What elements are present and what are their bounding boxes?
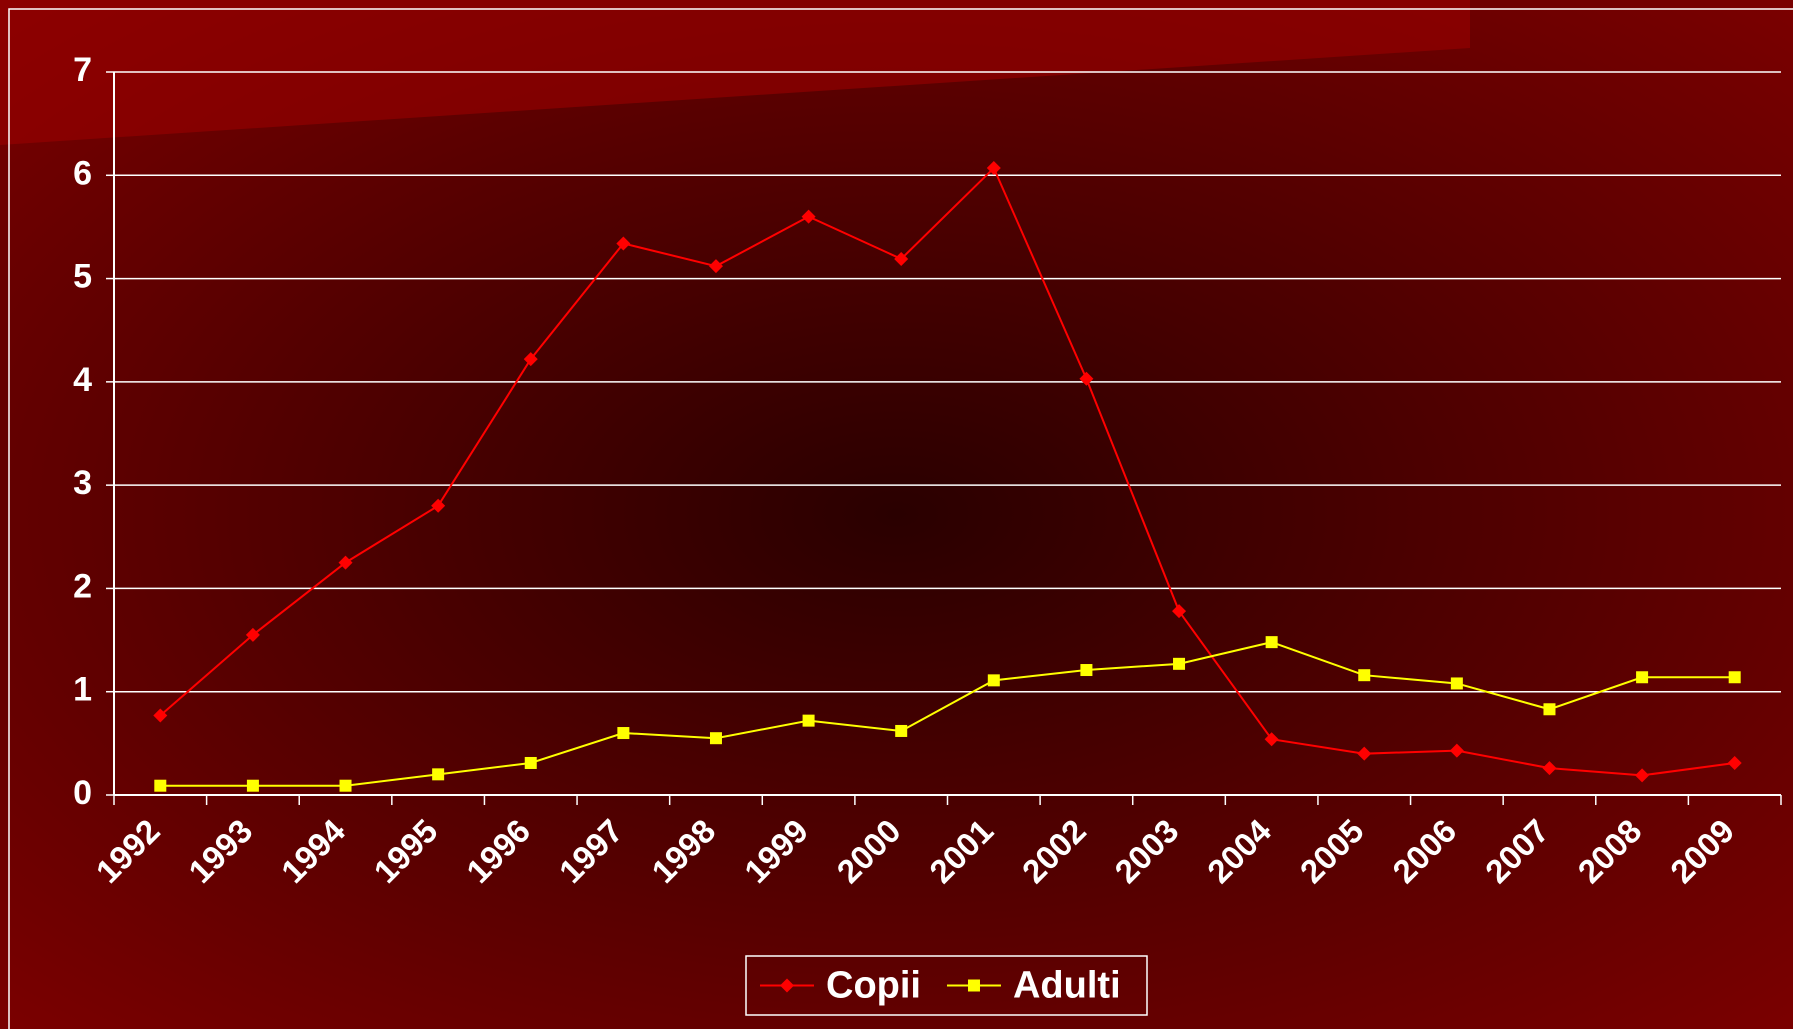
data-point [1542, 761, 1557, 776]
data-point [895, 724, 908, 737]
y-tick-label: 4 [73, 361, 92, 399]
y-tick-label: 1 [73, 671, 92, 709]
data-point [1636, 671, 1649, 684]
data-point [1449, 743, 1464, 758]
data-point [1727, 755, 1742, 770]
data-point [153, 708, 168, 723]
data-point [338, 555, 353, 570]
y-tick-label: 6 [73, 154, 92, 192]
data-point [1357, 746, 1372, 761]
frame [8, 8, 1793, 1029]
series-line [160, 641, 1735, 787]
data-point [245, 627, 260, 642]
data-point [1173, 657, 1186, 670]
legend-label: Copii [826, 965, 921, 1007]
data-point [523, 352, 538, 367]
data-point [431, 498, 446, 513]
y-tick-label: 5 [73, 258, 92, 296]
data-point [154, 779, 167, 792]
data-point [1728, 671, 1741, 684]
data-point [986, 161, 1001, 176]
y-tick-label: 3 [73, 464, 92, 502]
y-tick-label: 7 [73, 51, 92, 89]
data-point [1079, 371, 1094, 386]
series-line [159, 166, 1735, 777]
legend-label: Adulti [1013, 965, 1121, 1007]
data-point [1543, 703, 1556, 716]
legend-marker [967, 979, 980, 992]
data-point [432, 768, 445, 781]
data-point [1450, 677, 1463, 690]
legend-box [745, 955, 1148, 1016]
data-point [1264, 732, 1279, 747]
legend-marker [780, 978, 794, 993]
data-point [1635, 768, 1650, 783]
data-point [339, 779, 352, 792]
data-point [1358, 669, 1371, 682]
data-point [708, 259, 723, 274]
data-point [246, 779, 259, 792]
y-tick-label: 2 [73, 567, 92, 605]
y-tick-label: 0 [73, 774, 92, 812]
data-point [802, 714, 815, 727]
data-point [1172, 604, 1187, 619]
data-point [617, 727, 630, 740]
data-point [1265, 636, 1278, 649]
data-point [1080, 664, 1093, 677]
data-point [616, 236, 631, 251]
data-point [524, 756, 537, 769]
data-point [709, 732, 722, 745]
data-point [801, 209, 816, 224]
data-point [894, 251, 909, 266]
data-point [987, 674, 1000, 687]
